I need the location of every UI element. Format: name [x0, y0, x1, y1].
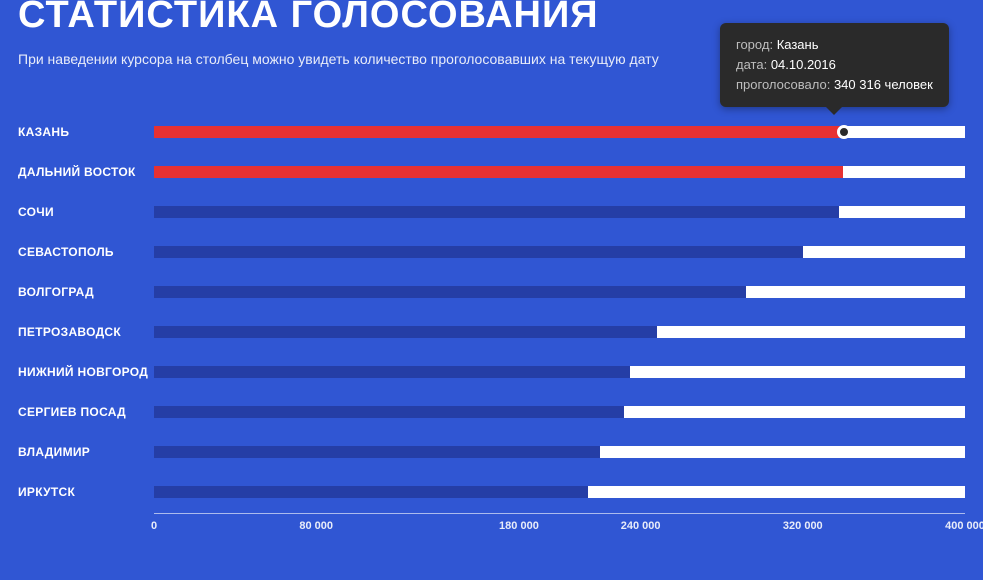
chart-row-label: ВОЛГОГРАД [18, 285, 154, 299]
chart-bar[interactable] [154, 326, 965, 338]
chart-row-label: СЕВАСТОПОЛЬ [18, 245, 154, 259]
chart-bar-fill [154, 126, 844, 138]
chart-bar[interactable] [154, 446, 965, 458]
chart-row: КАЗАНЬ [18, 125, 965, 139]
x-axis-tick: 80 000 [299, 520, 333, 532]
chart-row-label: ВЛАДИМИР [18, 445, 154, 459]
bar-marker [837, 125, 851, 139]
chart-row: ПЕТРОЗАВОДСК [18, 325, 965, 339]
x-axis: 080 000180 000240 000320 000400 000 [154, 513, 965, 537]
chart-bar[interactable] [154, 166, 965, 178]
tooltip-date-label: дата: [736, 57, 767, 72]
chart-bar[interactable] [154, 126, 965, 138]
bar-tooltip: город: Казань дата: 04.10.2016 проголосо… [720, 23, 949, 107]
tooltip-city-value: Казань [777, 37, 819, 52]
tooltip-date-value: 04.10.2016 [771, 57, 836, 72]
x-axis-tick: 320 000 [783, 520, 823, 532]
voting-chart: КАЗАНЬ ДАЛЬНИЙ ВОСТОК СОЧИ СЕВАСТОПОЛЬ ВОЛГО… [18, 125, 965, 537]
chart-row-label: ИРКУТСК [18, 485, 154, 499]
chart-bar[interactable] [154, 406, 965, 418]
chart-row-label: КАЗАНЬ [18, 125, 154, 139]
chart-bar[interactable] [154, 486, 965, 498]
chart-row: ДАЛЬНИЙ ВОСТОК [18, 165, 965, 179]
tooltip-votes-label: проголосовало: [736, 77, 830, 92]
chart-row: ВЛАДИМИР [18, 445, 965, 459]
chart-row-label: НИЖНИЙ НОВГОРОД [18, 365, 154, 379]
chart-row: СОЧИ [18, 205, 965, 219]
chart-row-label: СОЧИ [18, 205, 154, 219]
chart-row: ВОЛГОГРАД [18, 285, 965, 299]
chart-row: СЕВАСТОПОЛЬ [18, 245, 965, 259]
chart-row: ИРКУТСК [18, 485, 965, 499]
chart-bar-fill [154, 366, 630, 378]
chart-row-label: СЕРГИЕВ ПОСАД [18, 405, 154, 419]
chart-bar-fill [154, 406, 624, 418]
chart-row-label: ДАЛЬНИЙ ВОСТОК [18, 165, 154, 179]
chart-bar-fill [154, 206, 839, 218]
tooltip-votes-value: 340 316 человек [834, 77, 933, 92]
tooltip-city-label: город: [736, 37, 773, 52]
chart-bar-fill [154, 286, 746, 298]
chart-bar-fill [154, 166, 843, 178]
chart-row-label: ПЕТРОЗАВОДСК [18, 325, 154, 339]
x-axis-tick: 180 000 [499, 520, 539, 532]
x-axis-tick: 0 [151, 520, 157, 532]
chart-bar-fill [154, 246, 803, 258]
chart-bar-fill [154, 486, 588, 498]
chart-bar[interactable] [154, 246, 965, 258]
chart-row: НИЖНИЙ НОВГОРОД [18, 365, 965, 379]
chart-bar[interactable] [154, 286, 965, 298]
chart-bar-fill [154, 446, 600, 458]
chart-bar-fill [154, 326, 657, 338]
x-axis-tick: 240 000 [621, 520, 661, 532]
chart-row: СЕРГИЕВ ПОСАД [18, 405, 965, 419]
chart-bar[interactable] [154, 366, 965, 378]
chart-bar[interactable] [154, 206, 965, 218]
x-axis-tick: 400 000 [945, 520, 983, 532]
